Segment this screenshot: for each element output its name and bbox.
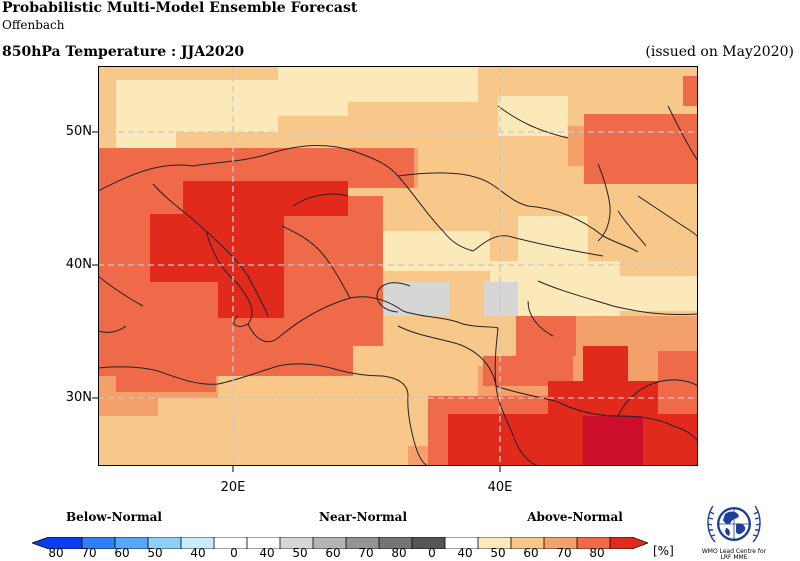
lat-label-40n: 40N [65, 257, 92, 272]
legend-tick: 60 [325, 546, 341, 560]
legend-swatch [115, 537, 148, 549]
forecast-map-canvas [98, 66, 698, 466]
legend-category-above-normal: Above-Normal [527, 510, 623, 524]
variable-title: 850hPa Temperature : JJA2020 [2, 44, 245, 60]
wmo-logo-caption-line1: WMO Lead Centre for [701, 548, 767, 555]
legend-tick: 50 [147, 546, 163, 560]
legend-tick: 80 [589, 546, 605, 560]
legend-tick: 0 [428, 546, 436, 560]
issued-date: (issued on May2020) [645, 44, 794, 60]
legend-swatch [544, 537, 577, 549]
legend-swatch [148, 537, 181, 549]
wmo-logo-caption-line2: LRF MME [720, 554, 748, 561]
legend-tick: 40 [190, 546, 206, 560]
legend-category-near-normal: Near-Normal [318, 510, 408, 524]
wmo-logo-caption: WMO Lead Centre for LRF MME [696, 549, 772, 561]
coastlines [98, 105, 698, 466]
legend-tick: 70 [358, 546, 374, 560]
legend-swatch [445, 537, 478, 549]
legend-swatch [478, 537, 511, 549]
legend-tick: 70 [81, 546, 97, 560]
legend-swatch [346, 537, 379, 549]
legend-arrow-right [632, 537, 648, 549]
map-title: Probabilistic Multi-Model Ensemble Forec… [2, 0, 358, 16]
forecast-map [98, 66, 698, 466]
legend-tick: 0 [230, 546, 238, 560]
legend-colorbar-svg [31, 536, 649, 550]
legend-tick: 60 [114, 546, 130, 560]
legend-category-below-normal: Below-Normal [66, 510, 162, 524]
legend-arrow-left [32, 537, 49, 549]
legend-swatch [214, 537, 247, 549]
lat-label-50n: 50N [65, 124, 92, 139]
near-normal-patches [383, 282, 518, 316]
legend-swatch [247, 537, 280, 549]
lat-label-30n: 30N [65, 390, 92, 405]
graticule [98, 66, 698, 466]
probability-field-80 [583, 416, 643, 466]
legend-tick: 40 [457, 546, 473, 560]
legend-unit: [%] [653, 544, 674, 558]
lon-label-20e: 20E [220, 480, 246, 495]
map-subtitle: Offenbach [2, 18, 65, 32]
legend-swatch [412, 537, 445, 549]
legend-tick: 70 [556, 546, 572, 560]
map-frame [98, 66, 698, 466]
legend-tick: 50 [292, 546, 308, 560]
legend-swatch [181, 537, 214, 549]
legend-tick: 40 [259, 546, 275, 560]
legend-swatch [577, 537, 610, 549]
legend-tick: 80 [48, 546, 64, 560]
legend-swatch [280, 537, 313, 549]
probability-field-70-80 [150, 181, 698, 466]
legend-swatch [313, 537, 346, 549]
legend-colorbar [31, 534, 649, 550]
legend-swatch [82, 537, 115, 549]
legend-swatch [511, 537, 544, 549]
legend-tick: 80 [391, 546, 407, 560]
legend-swatch [379, 537, 412, 549]
probability-field-40-50 [116, 66, 698, 316]
legend-swatch [49, 537, 82, 549]
wmo-globe-icon [703, 498, 765, 560]
lon-label-40e: 40E [487, 480, 513, 495]
legend-tick: 60 [523, 546, 539, 560]
legend-tick: 50 [490, 546, 506, 560]
legend-swatch [610, 537, 632, 549]
